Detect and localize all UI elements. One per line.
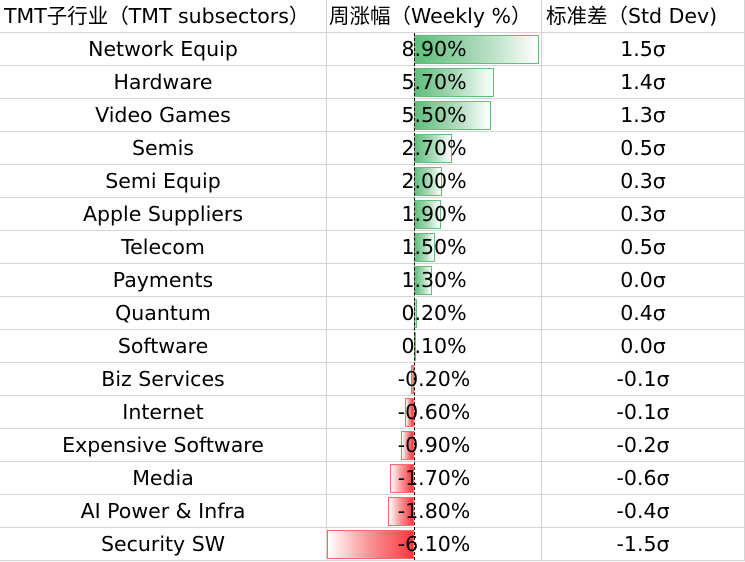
std-cell[interactable]: -0.4σ — [542, 495, 745, 528]
weekly-value: 2.70% — [401, 136, 467, 160]
std-cell[interactable]: 1.3σ — [542, 99, 745, 132]
subsector-cell[interactable]: Video Games — [0, 99, 327, 132]
table-row: Network Equip 8.90% 1.5σ — [0, 33, 745, 66]
header-subsector[interactable]: TMT子行业（TMT subsectors） — [0, 0, 327, 33]
std-cell[interactable]: 1.5σ — [542, 33, 745, 66]
std-cell[interactable]: 0.3σ — [542, 165, 745, 198]
weekly-cell[interactable]: -1.70% — [327, 462, 542, 495]
data-bar-axis — [414, 33, 415, 560]
weekly-value: 1.30% — [401, 268, 467, 292]
table-row: AI Power & Infra -1.80% -0.4σ — [0, 495, 745, 528]
weekly-value: 0.20% — [401, 301, 467, 325]
subsector-cell[interactable]: Quantum — [0, 297, 327, 330]
weekly-cell[interactable]: 8.90% — [327, 33, 542, 66]
weekly-value: 1.50% — [401, 235, 467, 259]
weekly-value: 5.50% — [401, 103, 467, 127]
table-row: Media -1.70% -0.6σ — [0, 462, 745, 495]
table-row: Quantum 0.20% 0.4σ — [0, 297, 745, 330]
std-cell[interactable]: -0.1σ — [542, 363, 745, 396]
weekly-cell[interactable]: -0.60% — [327, 396, 542, 429]
weekly-value: -1.70% — [397, 466, 471, 490]
negative-data-bar — [327, 530, 414, 559]
table-row: Expensive Software -0.90% -0.2σ — [0, 429, 745, 462]
table-row: Semi Equip 2.00% 0.3σ — [0, 165, 745, 198]
weekly-value: 8.90% — [401, 37, 467, 61]
weekly-value: -0.60% — [397, 400, 471, 424]
table-row: Security SW -6.10% -1.5σ — [0, 528, 745, 561]
table-row: Software 0.10% 0.0σ — [0, 330, 745, 363]
subsector-cell[interactable]: AI Power & Infra — [0, 495, 327, 528]
weekly-cell[interactable]: -0.20% — [327, 363, 542, 396]
std-cell[interactable]: -0.6σ — [542, 462, 745, 495]
std-cell[interactable]: 0.5σ — [542, 231, 745, 264]
weekly-cell[interactable]: 1.90% — [327, 198, 542, 231]
subsector-cell[interactable]: Hardware — [0, 66, 327, 99]
negative-data-bar — [405, 398, 414, 427]
weekly-cell[interactable]: -0.90% — [327, 429, 542, 462]
subsector-cell[interactable]: Semis — [0, 132, 327, 165]
subsector-cell[interactable]: Telecom — [0, 231, 327, 264]
std-cell[interactable]: 0.0σ — [542, 330, 745, 363]
table-row: Apple Suppliers 1.90% 0.3σ — [0, 198, 745, 231]
weekly-value: -0.90% — [397, 433, 471, 457]
negative-data-bar — [411, 365, 414, 394]
weekly-value: -6.10% — [397, 532, 471, 556]
weekly-value: 2.00% — [401, 169, 467, 193]
subsector-cell[interactable]: Apple Suppliers — [0, 198, 327, 231]
weekly-cell[interactable]: 5.70% — [327, 66, 542, 99]
subsector-cell[interactable]: Semi Equip — [0, 165, 327, 198]
weekly-value: 5.70% — [401, 70, 467, 94]
std-cell[interactable]: 1.4σ — [542, 66, 745, 99]
std-cell[interactable]: 0.3σ — [542, 198, 745, 231]
table-row: Payments 1.30% 0.0σ — [0, 264, 745, 297]
subsector-cell[interactable]: Internet — [0, 396, 327, 429]
std-cell[interactable]: 0.5σ — [542, 132, 745, 165]
header-row: TMT子行业（TMT subsectors） 周涨幅（Weekly %） 标准差… — [0, 0, 745, 33]
table-row: Hardware 5.70% 1.4σ — [0, 66, 745, 99]
weekly-value: -1.80% — [397, 499, 471, 523]
header-std[interactable]: 标准差（Std Dev) — [542, 0, 745, 33]
subsector-cell[interactable]: Security SW — [0, 528, 327, 561]
weekly-value: 0.10% — [401, 334, 467, 358]
positive-data-bar — [414, 101, 492, 130]
subsector-cell[interactable]: Biz Services — [0, 363, 327, 396]
table-row: Semis 2.70% 0.5σ — [0, 132, 745, 165]
subsector-cell[interactable]: Payments — [0, 264, 327, 297]
std-cell[interactable]: -1.5σ — [542, 528, 745, 561]
positive-data-bar — [414, 200, 441, 229]
weekly-cell[interactable]: 0.10% — [327, 330, 542, 363]
header-weekly[interactable]: 周涨幅（Weekly %） — [327, 0, 542, 33]
weekly-cell[interactable]: -1.80% — [327, 495, 542, 528]
subsector-cell[interactable]: Network Equip — [0, 33, 327, 66]
subsector-cell[interactable]: Media — [0, 462, 327, 495]
weekly-cell[interactable]: 2.70% — [327, 132, 542, 165]
positive-data-bar — [414, 35, 539, 64]
weekly-cell[interactable]: 2.00% — [327, 165, 542, 198]
std-cell[interactable]: 0.4σ — [542, 297, 745, 330]
weekly-cell[interactable]: 0.20% — [327, 297, 542, 330]
subsector-cell[interactable]: Software — [0, 330, 327, 363]
table-row: Video Games 5.50% 1.3σ — [0, 99, 745, 132]
negative-data-bar — [389, 464, 414, 493]
table-row: Telecom 1.50% 0.5σ — [0, 231, 745, 264]
std-cell[interactable]: -0.1σ — [542, 396, 745, 429]
table-row: Biz Services -0.20% -0.1σ — [0, 363, 745, 396]
weekly-cell[interactable]: 1.50% — [327, 231, 542, 264]
weekly-cell[interactable]: 5.50% — [327, 99, 542, 132]
negative-data-bar — [401, 431, 414, 460]
std-cell[interactable]: 0.0σ — [542, 264, 745, 297]
negative-data-bar — [388, 497, 414, 526]
subsector-cell[interactable]: Expensive Software — [0, 429, 327, 462]
weekly-cell[interactable]: 1.30% — [327, 264, 542, 297]
weekly-cell[interactable]: -6.10% — [327, 528, 542, 561]
positive-data-bar — [414, 134, 452, 163]
positive-data-bar — [414, 68, 495, 97]
weekly-value: 1.90% — [401, 202, 467, 226]
std-cell[interactable]: -0.2σ — [542, 429, 745, 462]
table-row: Internet -0.60% -0.1σ — [0, 396, 745, 429]
weekly-value: -0.20% — [397, 367, 471, 391]
